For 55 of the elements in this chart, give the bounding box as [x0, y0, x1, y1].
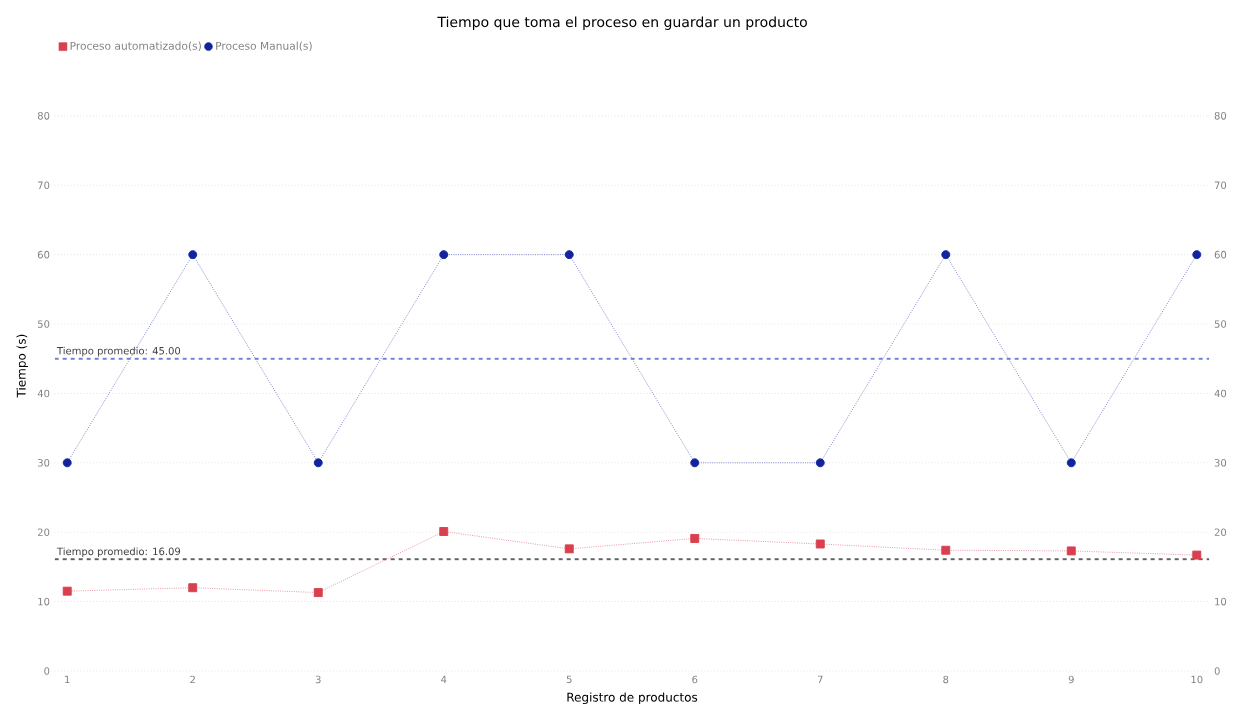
ref-line-label: Tiempo promedio: 16.09 [56, 547, 181, 558]
y2-tick-label: 0 [1214, 667, 1220, 675]
y2-tick-label: 80 [1214, 112, 1227, 120]
point [564, 544, 574, 554]
y-tick-label: 40 [37, 389, 50, 398]
point [815, 539, 825, 549]
point [690, 533, 700, 543]
point [439, 250, 449, 260]
point [439, 527, 449, 536]
point [941, 545, 951, 555]
y-axis-title: Tiempo (s) [16, 334, 29, 398]
x-tick-label: 7 [817, 675, 823, 683]
y-tick-label: 70 [38, 181, 50, 190]
y-tick-label: 30 [38, 459, 50, 467]
x-axis-title: Registro de productos [567, 692, 698, 705]
x-tick-label: 4 [441, 675, 447, 683]
x-tick-label: 2 [190, 675, 195, 684]
y2-tick-label: 40 [1214, 389, 1227, 398]
x-tick-label: 3 [315, 675, 321, 684]
y-tick-label: 0 [44, 667, 50, 675]
y-tick-label: 60 [37, 250, 50, 259]
y2-tick-label: 20 [1214, 528, 1227, 536]
x-tick-label: 1 [65, 675, 70, 683]
point [1066, 458, 1076, 468]
point [1192, 250, 1202, 260]
point [815, 458, 825, 468]
x-tick-label: 5 [566, 675, 572, 684]
point [62, 458, 72, 468]
x-tick-label: 8 [943, 675, 949, 684]
point [62, 586, 72, 596]
point [564, 250, 574, 260]
y2-tick-label: 10 [1215, 597, 1227, 606]
point [941, 250, 951, 260]
x-tick-label: 10 [1191, 675, 1203, 684]
x-tick-label: 9 [1068, 675, 1074, 684]
y2-tick-label: 50 [1214, 320, 1227, 328]
point [188, 583, 198, 593]
legend-label: Proceso automatizado(s) [70, 41, 201, 52]
point [188, 250, 198, 260]
y2-tick-label: 70 [1214, 181, 1227, 190]
y2-tick-label: 30 [1214, 459, 1227, 467]
point [1066, 546, 1076, 556]
point [1192, 550, 1202, 560]
point [313, 588, 323, 598]
y-tick-label: 10 [38, 597, 50, 606]
point [690, 458, 700, 468]
ref-line-label: Tiempo promedio: 45.00 [56, 346, 181, 357]
x-tick-label: 6 [692, 675, 698, 684]
y2-tick-label: 60 [1214, 250, 1227, 259]
point [313, 458, 323, 468]
chart-title: Tiempo que toma el proceso en guardar un producto [437, 16, 807, 30]
y-tick-label: 50 [38, 320, 50, 328]
legend-label: Proceso Manual(s) [216, 41, 312, 52]
y-tick-label: 80 [37, 112, 50, 120]
y-tick-label: 20 [37, 528, 50, 536]
